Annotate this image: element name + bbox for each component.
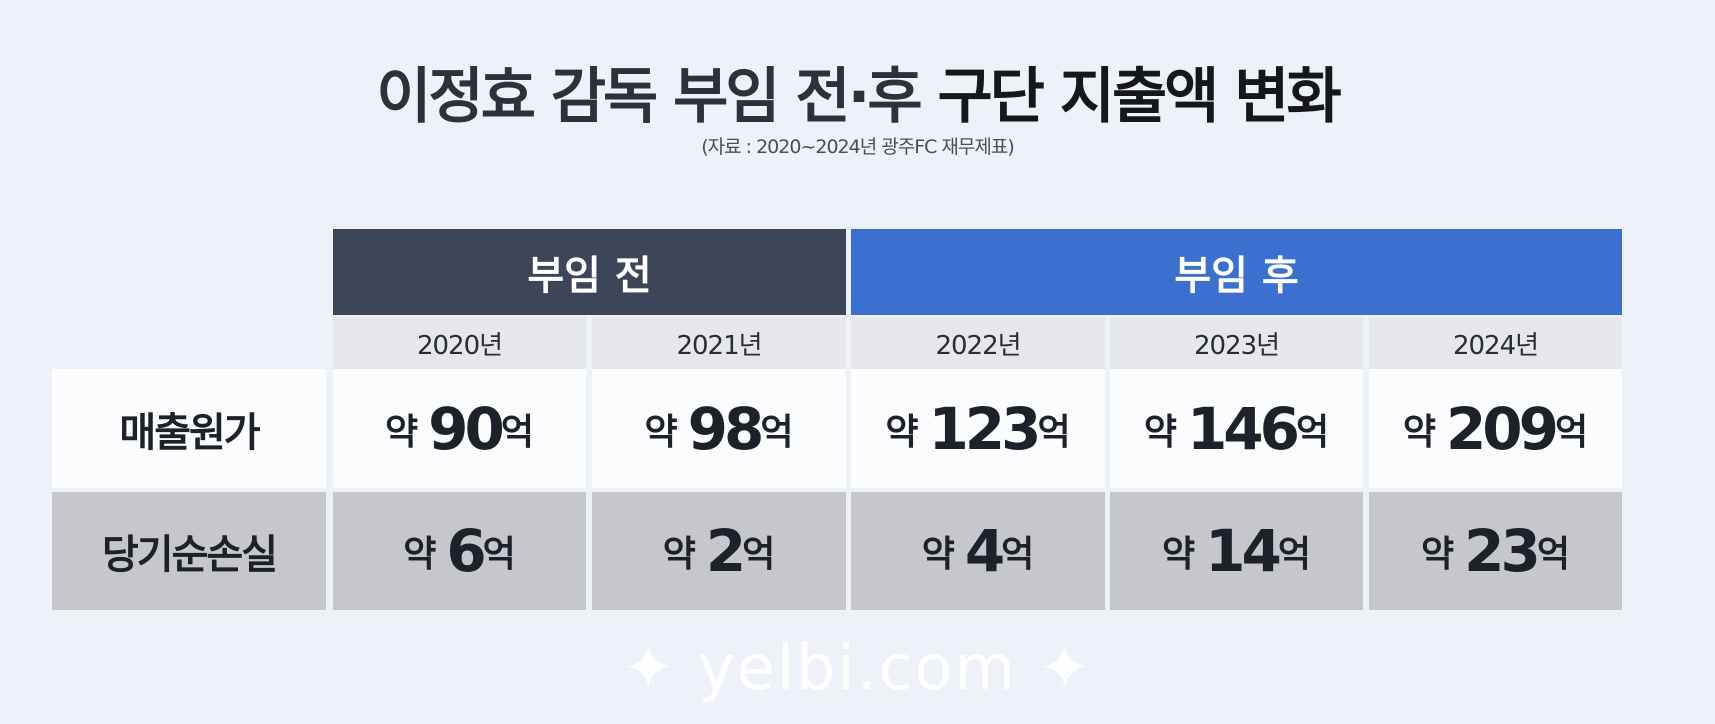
year-header: 2021년 [592, 317, 846, 369]
unit: 억 [482, 534, 516, 575]
value: 123 [928, 394, 1041, 463]
group-header-before: 부임 전 [333, 229, 846, 315]
page-title: 이정효 감독 부임 전·후 구단 지출액 변화 [0, 48, 1715, 135]
unit: 억 [1037, 411, 1071, 453]
unit: 억 [1001, 534, 1035, 575]
prefix: 약 [1402, 411, 1436, 453]
value: 90 [428, 394, 505, 463]
unit: 억 [1277, 534, 1311, 575]
value-cell: 약 23 억 [1369, 492, 1622, 610]
year-header: 2022년 [851, 317, 1105, 369]
value: 6 [446, 517, 486, 585]
prefix: 약 [1421, 534, 1455, 575]
year-header: 2024년 [1369, 317, 1622, 369]
watermark: ✦ yelbi.com ✦ [622, 631, 1093, 704]
prefix: 약 [1162, 534, 1196, 575]
unit: 억 [742, 534, 776, 575]
value: 98 [687, 394, 765, 463]
value: 14 [1205, 517, 1282, 585]
prefix: 약 [885, 411, 919, 453]
source-note: (자료 : 2020~2024년 광주FC 재무제표) [701, 136, 1015, 158]
prefix: 약 [385, 411, 419, 453]
unit: 억 [1536, 534, 1570, 575]
prefix: 약 [662, 534, 696, 575]
value-cell: 약 90 억 [333, 369, 586, 488]
value-cell: 약 14 억 [1110, 492, 1363, 610]
prefix: 약 [1143, 411, 1177, 453]
value: 146 [1186, 394, 1300, 463]
row-label: 매출원가 [52, 369, 326, 488]
year-header: 2023년 [1110, 317, 1363, 369]
prefix: 약 [644, 411, 678, 453]
value: 23 [1464, 517, 1541, 585]
year-header: 2020년 [333, 317, 586, 369]
value: 2 [705, 517, 746, 585]
prefix: 약 [403, 534, 437, 575]
unit: 억 [1296, 411, 1330, 453]
unit: 억 [500, 411, 534, 453]
title-part1: 이정효 감독 부임 전·후 [376, 62, 922, 132]
unit: 억 [760, 411, 794, 453]
row-label: 당기순손실 [52, 492, 326, 610]
value: 209 [1445, 394, 1559, 463]
value-cell: 약 209 억 [1369, 369, 1622, 488]
title-part2: 구단 지출액 변화 [937, 62, 1341, 132]
value-cell: 약 146 억 [1110, 369, 1363, 488]
prefix: 약 [921, 534, 955, 575]
value: 4 [964, 517, 1005, 585]
value-cell: 약 123 억 [851, 369, 1105, 488]
unit: 억 [1555, 411, 1589, 453]
group-header-after: 부임 후 [851, 229, 1622, 315]
value-cell: 약 98 억 [592, 369, 846, 488]
